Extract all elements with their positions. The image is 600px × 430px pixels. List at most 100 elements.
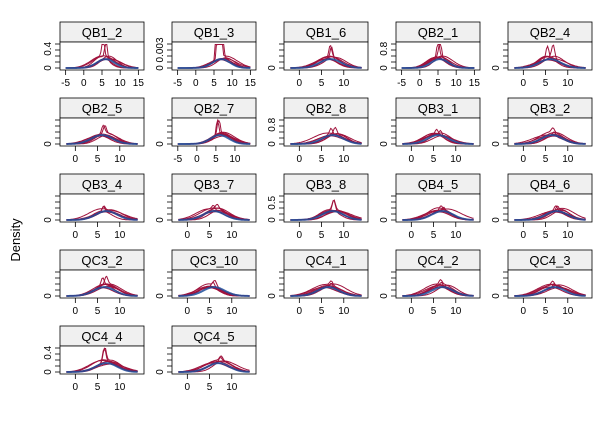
- density-curve-reference: [514, 134, 586, 145]
- y-tick-label: 0: [155, 217, 166, 223]
- facet-panel-qb1-2: QB1_2 -5 0 5 10 15 0 0.4: [43, 21, 145, 89]
- x-tick-label: 10: [562, 230, 574, 241]
- facet-title: QB3_8: [306, 177, 346, 192]
- facet-title: QC4_2: [417, 253, 458, 268]
- x-tick-label: 10: [450, 230, 462, 241]
- y-tick-label: 0: [43, 369, 54, 375]
- x-tick-label: 5: [207, 382, 213, 393]
- facet-title: QB2_8: [306, 101, 346, 116]
- x-tick-label: 0: [297, 154, 303, 165]
- density-curve-reference: [514, 58, 586, 69]
- x-tick-label: -5: [173, 78, 182, 89]
- x-tick-label: 10: [227, 78, 239, 89]
- y-tick-label: 0: [267, 217, 278, 223]
- x-tick-label: 10: [226, 230, 238, 241]
- y-tick-label: 0: [43, 65, 54, 71]
- density-curve-reference: [290, 210, 362, 221]
- x-tick-label: 10: [114, 230, 126, 241]
- x-tick-label: 0: [409, 154, 415, 165]
- y-tick-label: 0: [491, 65, 502, 71]
- x-tick-label: 5: [319, 306, 325, 317]
- x-tick-label: 5: [543, 230, 549, 241]
- facet-title: QB2_4: [530, 25, 570, 40]
- facet-title: QC4_4: [81, 329, 122, 344]
- facet-panel-qb2-1: QB2_1 -5 0 5 10 15 0 0.8: [379, 21, 481, 89]
- y-tick-label: 0: [155, 141, 166, 147]
- y-tick-label: 0: [491, 293, 502, 299]
- x-tick-label: 10: [114, 382, 126, 393]
- facet-panel-qb1-3: QB1_3 -5 0 5 10 15 0 0.003: [155, 21, 257, 89]
- facet-title: QB3_1: [418, 101, 458, 116]
- density-curve-reference: [402, 134, 474, 145]
- x-tick-label: 5: [211, 78, 217, 89]
- y-tick-label: 0: [155, 65, 166, 71]
- x-tick-label: 0: [193, 78, 199, 89]
- x-tick-label: 0: [185, 382, 191, 393]
- facet-panel-qb3-4: QB3_4 0 5 10 0: [43, 173, 145, 241]
- x-tick-label: 5: [543, 306, 549, 317]
- facet-title: QC4_5: [193, 329, 234, 344]
- x-tick-label: -5: [397, 78, 406, 89]
- facet-panel-qb4-5: QB4_5 0 5 10 0: [379, 173, 481, 241]
- x-tick-label: 5: [435, 78, 441, 89]
- facet-panel-qb3-7: QB3_7 0 5 10 0: [155, 173, 257, 241]
- facet-title: QB3_2: [530, 101, 570, 116]
- facet-title: QC4_1: [305, 253, 346, 268]
- facet-title: QB2_7: [194, 101, 234, 116]
- x-tick-label: 5: [207, 230, 213, 241]
- x-tick-label: 0: [521, 230, 527, 241]
- y-tick-label: 0.8: [379, 41, 390, 55]
- y-tick-label: 0: [491, 217, 502, 223]
- x-tick-label: 0: [73, 154, 79, 165]
- y-tick-label: 0.4: [43, 345, 54, 359]
- facet-panel-qb3-2: QB3_2 0 5 10 0: [491, 97, 593, 165]
- facet-title: QC3_2: [81, 253, 122, 268]
- x-tick-label: 0: [194, 154, 200, 165]
- density-curve-reference: [66, 286, 138, 297]
- y-tick-label: 0: [379, 65, 390, 71]
- facet-title: QB2_5: [82, 101, 122, 116]
- facet-title: QB4_5: [418, 177, 458, 192]
- x-tick-label: 10: [338, 154, 350, 165]
- facet-panel-qc3-2: QC3_2 0 5 10 0: [43, 249, 145, 317]
- x-tick-label: 5: [543, 154, 549, 165]
- density-curve-reference: [401, 58, 475, 69]
- x-tick-label: 0: [81, 78, 87, 89]
- density-curve-reference: [177, 58, 251, 69]
- x-tick-label: 10: [226, 382, 238, 393]
- facet-panel-qc4-4: QC4_4 0 5 10 0 0.4: [43, 325, 145, 393]
- x-tick-label: 5: [431, 306, 437, 317]
- facet-panel-qb4-6: QB4_6 0 5 10 0: [491, 173, 593, 241]
- facet-title: QC4_3: [529, 253, 570, 268]
- x-tick-label: 5: [431, 154, 437, 165]
- facet-panel-qc4-5: QC4_5 0 5 10 0: [155, 325, 257, 393]
- x-tick-label: 5: [543, 78, 549, 89]
- x-tick-label: 5: [319, 78, 325, 89]
- x-tick-label: 10: [450, 306, 462, 317]
- x-tick-label: 5: [213, 154, 219, 165]
- facet-panel-qb3-8: QB3_8 0 5 10 0 0.5: [267, 173, 369, 241]
- x-tick-label: 0: [521, 154, 527, 165]
- x-tick-label: 5: [99, 78, 105, 89]
- facet-panel-qb3-1: QB3_1 0 5 10 0: [379, 97, 481, 165]
- density-curve-reference: [402, 210, 474, 221]
- y-tick-label: 0.8: [267, 117, 278, 131]
- facet-plot-area: [283, 117, 369, 147]
- y-axis-label: Density: [8, 218, 23, 262]
- x-tick-label: 5: [207, 306, 213, 317]
- x-tick-label: 5: [95, 230, 101, 241]
- density-curve-reference: [178, 210, 250, 221]
- x-tick-label: 15: [245, 78, 257, 89]
- density-curve-reference: [178, 362, 250, 373]
- x-tick-label: 10: [229, 154, 241, 165]
- x-tick-label: 5: [431, 230, 437, 241]
- facet-title: QB4_6: [530, 177, 570, 192]
- x-tick-label: 10: [450, 154, 462, 165]
- y-tick-label: 0: [267, 141, 278, 147]
- facet-plot-area: [507, 193, 593, 223]
- y-tick-label: 0: [43, 141, 54, 147]
- x-tick-label: 0: [297, 306, 303, 317]
- y-tick-label: 0: [267, 65, 278, 71]
- density-curve-reference: [290, 286, 362, 297]
